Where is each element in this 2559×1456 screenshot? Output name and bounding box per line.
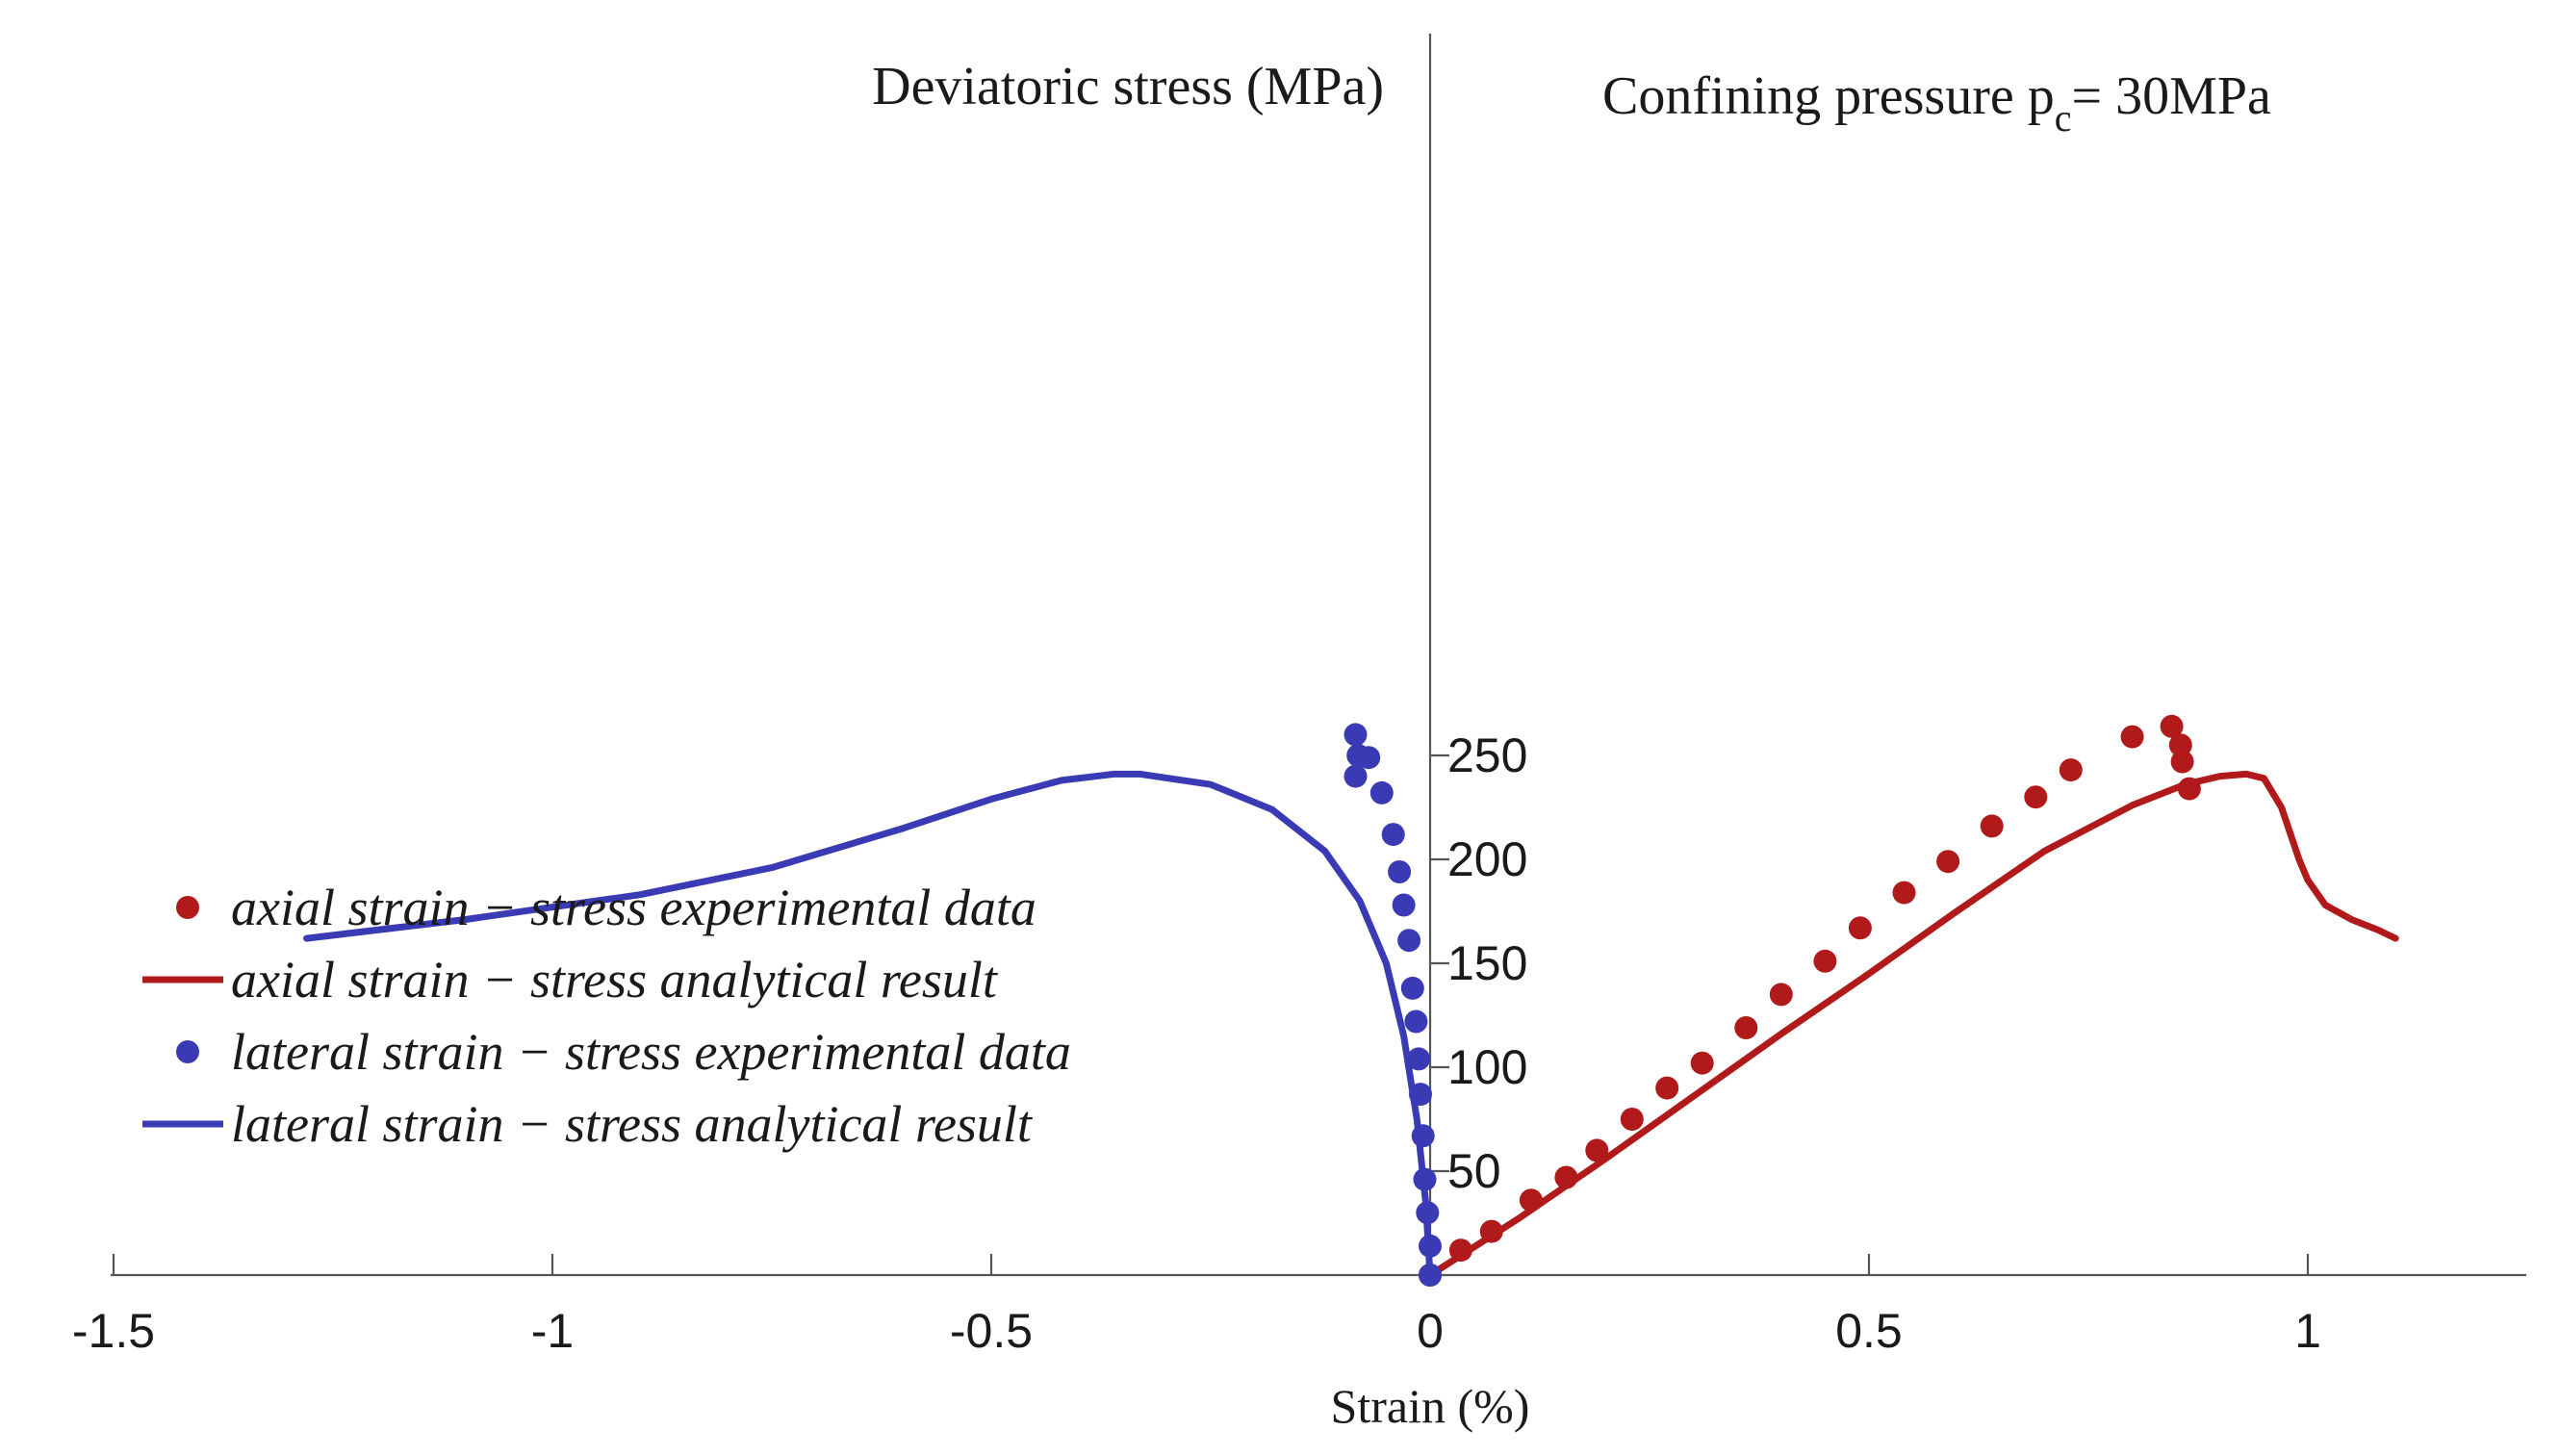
data-point-series-2 (1388, 860, 1412, 883)
data-point-series-0 (1655, 1076, 1679, 1100)
x-tick-label: -1.5 (72, 1304, 155, 1358)
legend-label-1: axial strain − stress analytical result (231, 951, 999, 1009)
x-ticks: -1.5 -1 -0.5 0 0.5 1 (72, 1254, 2321, 1358)
y-tick-label: 200 (1447, 832, 1527, 886)
data-point-series-0 (1936, 850, 1960, 874)
confining-pressure-annotation: Confining pressure pc= 30MPa (1602, 66, 2271, 140)
data-point-series-2 (1404, 1009, 1428, 1034)
data-point-series-0 (2120, 725, 2144, 749)
y-tick-label: 100 (1447, 1040, 1527, 1094)
data-point-series-0 (2160, 714, 2184, 738)
x-tick-label: -1 (531, 1304, 574, 1358)
series-line-1 (1426, 770, 2399, 1279)
x-tick-label: 1 (2294, 1304, 2321, 1358)
axes (111, 34, 2526, 1277)
chart-title: Deviatoric stress (MPa) (872, 57, 1384, 116)
legend: axial strain − stress experimental data a… (142, 879, 1071, 1153)
data-point-series-2 (1407, 1047, 1431, 1071)
legend-label-0: axial strain − stress experimental data (231, 879, 1036, 936)
data-point-series-0 (2059, 758, 2083, 782)
y-tick-label: 150 (1447, 936, 1527, 990)
data-point-series-0 (1980, 814, 2004, 838)
data-point-series-2 (1397, 929, 1421, 953)
data-point-series-0 (2170, 750, 2194, 774)
data-point-series-0 (2024, 785, 2048, 809)
y-ticks: 50 100 150 200 250 (1430, 728, 1527, 1198)
data-point-series-0 (1892, 881, 1916, 905)
data-point-series-0 (1848, 916, 1872, 940)
data-point-series-2 (1357, 746, 1381, 770)
data-point-series-0 (1769, 983, 1793, 1007)
data-point-series-0 (1690, 1051, 1714, 1075)
annotation-value: = 30MPa (2071, 66, 2271, 126)
data-point-series-0 (1620, 1108, 1644, 1131)
annotation-main: Confining pressure p (1602, 66, 2055, 126)
data-point-series-2 (1343, 723, 1368, 747)
x-tick-label: -0.5 (950, 1304, 1033, 1358)
legend-marker-0 (176, 896, 199, 919)
legend-label-3: lateral strain − stress analytical resul… (231, 1095, 1034, 1153)
x-tick-label: 0.5 (1835, 1304, 1903, 1358)
legend-label-2: lateral strain − stress experimental dat… (231, 1023, 1071, 1081)
data-point-series-0 (1734, 1016, 1758, 1039)
legend-marker-2 (176, 1040, 199, 1063)
data-point-series-0 (1813, 949, 1837, 973)
y-tick-label: 50 (1447, 1144, 1501, 1198)
data-point-series-2 (1392, 893, 1416, 917)
data-point-series-2 (1400, 976, 1424, 1000)
x-axis-label: Strain (%) (1331, 1379, 1530, 1433)
data-point-series-0 (2168, 733, 2192, 757)
series-line-3 (303, 770, 1434, 1279)
x-tick-label: 0 (1417, 1304, 1444, 1358)
data-point-series-2 (1369, 780, 1394, 805)
y-tick-label: 250 (1447, 728, 1527, 782)
data-point-series-0 (1585, 1138, 1609, 1162)
data-point-series-2 (1381, 823, 1405, 847)
annotation-subscript: c (2055, 96, 2072, 140)
series-layer (303, 714, 2399, 1287)
data-point-series-2 (1343, 764, 1368, 788)
